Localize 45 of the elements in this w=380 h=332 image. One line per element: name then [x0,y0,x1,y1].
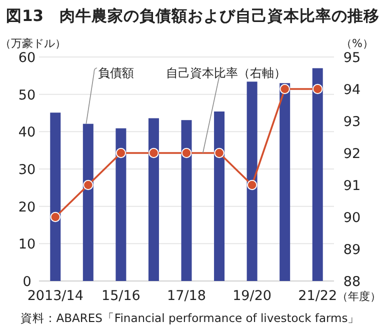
bar [280,83,290,281]
y-axis-title: （万豪ドル） [0,37,66,50]
bar [214,112,225,281]
y2-tick-label: 89 [343,242,361,258]
x-tick-label: 21/22 [298,288,338,304]
y-tick-label: 0 [22,274,32,290]
y2-tick-label: 95 [343,50,361,66]
y2-tick-label: 94 [343,82,361,98]
y2-tick-label: 93 [343,114,361,130]
y-tick-label: 40 [18,124,36,141]
y-tick-label: 20 [18,199,36,216]
x-tick-label: 2013/14 [27,288,84,304]
point [246,180,258,190]
bar [116,128,126,281]
bar [312,68,323,281]
y-tick-label: 60 [18,50,36,66]
y-tick-label: 30 [18,162,36,178]
chart-title: 図13 肉牛農家の負債額および自己資本比率の推移 [6,6,380,25]
text: 負債額 [98,66,134,80]
x-tick-label: 17/18 [167,288,206,304]
point [83,180,94,190]
y2-tick-label: 91 [343,178,361,194]
bar [246,82,258,281]
y2-tick-label: 90 [343,210,361,226]
point [312,84,323,94]
x-tick-label: 19/20 [232,288,272,304]
point [181,148,192,158]
x-tick-label: 15/16 [101,288,140,304]
y2-tick-label: 92 [343,146,361,162]
bar [50,112,61,281]
point [116,148,126,158]
x-axis-title: （年度） [337,290,380,303]
bar [148,118,159,281]
text: 資料：ABARES「Financial performance of livestock farms」 [20,311,360,325]
point [148,148,159,158]
point [50,212,60,222]
bar [181,120,192,281]
y2-tick-label: 88 [343,274,361,290]
point [280,84,290,94]
point [214,148,224,158]
series-label: 自己資本比率（右軸） [166,66,286,80]
y-tick-label: 10 [18,236,36,253]
y-tick-label: 50 [18,87,36,104]
y2-axis-title: （%） [341,37,374,50]
bar [82,124,94,281]
